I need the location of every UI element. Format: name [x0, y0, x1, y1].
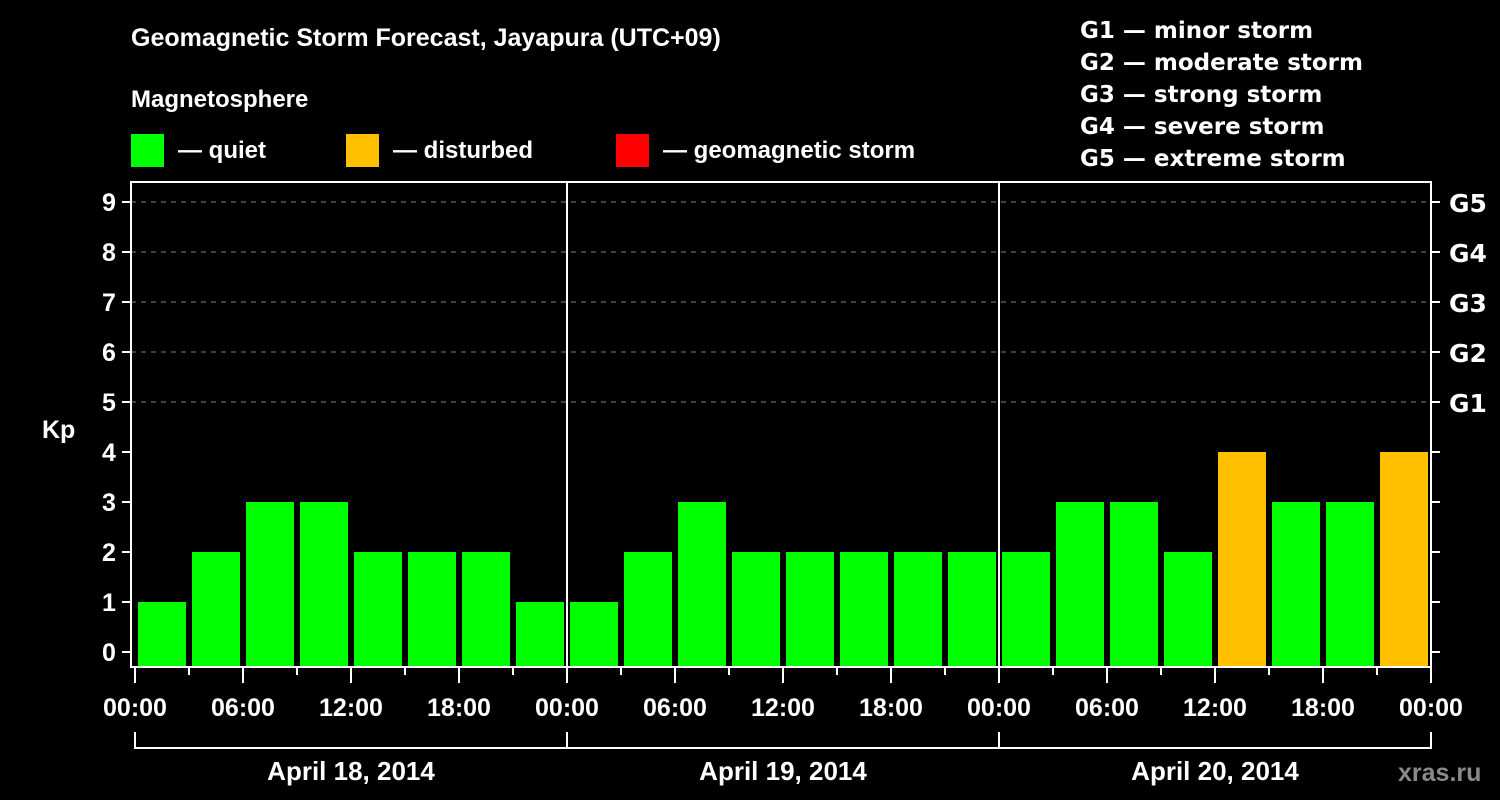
- kp-bar: [570, 602, 618, 666]
- kp-bar: [192, 552, 240, 666]
- kp-bar: [786, 552, 834, 666]
- g-level-label: G4: [1449, 239, 1487, 268]
- gridlines: [131, 201, 1431, 403]
- kp-bar: [948, 552, 996, 666]
- kp-bar: [1218, 452, 1266, 666]
- day-bracket: [566, 732, 1000, 749]
- plot-frame: [130, 181, 1432, 668]
- x-tick-label: 00:00: [967, 694, 1031, 722]
- kp-bar: [354, 552, 402, 666]
- y-tick-label: 7: [102, 289, 116, 317]
- x-tick-label: 00:00: [103, 694, 167, 722]
- kp-bar: [1272, 502, 1320, 666]
- kp-bar: [1110, 502, 1158, 666]
- x-tick-label: 12:00: [319, 694, 383, 722]
- legend-heading: Magnetosphere: [131, 86, 309, 113]
- y-tick-label: 8: [102, 239, 116, 267]
- y-tick-label: 2: [102, 539, 116, 567]
- x-tick-label: 00:00: [1399, 694, 1463, 722]
- y-tick-label: 5: [102, 389, 116, 417]
- g-level-label: G3: [1449, 289, 1487, 318]
- legend-storm-label: — geomagnetic storm: [663, 136, 916, 164]
- kp-bar: [840, 552, 888, 666]
- legend-disturbed: — disturbed: [346, 134, 533, 167]
- day-bracket: [134, 732, 568, 749]
- legend-quiet: — quiet: [131, 134, 266, 167]
- kp-bar: [1164, 552, 1212, 666]
- quiet-swatch: [131, 134, 164, 167]
- y-tick-label: 1: [102, 589, 116, 617]
- x-tick-label: 18:00: [859, 694, 923, 722]
- kp-bar: [462, 552, 510, 666]
- axes: [122, 181, 1440, 749]
- x-tick-label: 18:00: [427, 694, 491, 722]
- g-level-label: G2: [1449, 339, 1487, 368]
- x-tick-label: 06:00: [211, 694, 275, 722]
- date-label: April 20, 2014: [1131, 756, 1299, 786]
- g-scale-item: G3 — strong storm: [1080, 82, 1323, 108]
- y-tick-label: 4: [102, 439, 116, 467]
- g-scale-item: G2 — moderate storm: [1080, 50, 1363, 76]
- x-tick-label: 06:00: [1075, 694, 1139, 722]
- g-scale-item: G1 — minor storm: [1080, 18, 1314, 44]
- legend-disturbed-label: — disturbed: [393, 136, 534, 164]
- kp-bar: [1056, 502, 1104, 666]
- bars: [138, 452, 1428, 666]
- day-bracket: [998, 732, 1432, 749]
- g-scale-item: G4 — severe storm: [1080, 114, 1325, 140]
- x-tick-label: 12:00: [751, 694, 815, 722]
- date-label: April 18, 2014: [267, 756, 435, 786]
- legend-quiet-label: — quiet: [178, 136, 266, 164]
- kp-bar: [138, 602, 186, 666]
- x-tick-label: 18:00: [1291, 694, 1355, 722]
- kp-bar: [1326, 502, 1374, 666]
- y-tick-label: 3: [102, 489, 116, 517]
- y-tick-label: 0: [102, 639, 116, 667]
- kp-bar: [894, 552, 942, 666]
- kp-bar: [678, 502, 726, 666]
- kp-bar: [1002, 552, 1050, 666]
- g-level-label: G1: [1449, 389, 1487, 418]
- kp-bar: [732, 552, 780, 666]
- date-label: April 19, 2014: [699, 756, 867, 786]
- watermark: xras.ru: [1398, 759, 1481, 787]
- y-tick-label: 9: [102, 189, 116, 217]
- x-tick-label: 00:00: [535, 694, 599, 722]
- kp-bar: [516, 602, 564, 666]
- x-tick-label: 06:00: [643, 694, 707, 722]
- kp-bar: [408, 552, 456, 666]
- legend-storm: — geomagnetic storm: [616, 134, 915, 167]
- storm-swatch: [616, 134, 649, 167]
- kp-bar: [246, 502, 294, 666]
- g-level-label: G5: [1449, 189, 1487, 218]
- kp-bar: [624, 552, 672, 666]
- kp-bar: [1380, 452, 1428, 666]
- disturbed-swatch: [346, 134, 379, 167]
- axis-labels: 0 1 2 3 4 5 6 7 8 9 G1 G2 G3 G4 G5 00:00 06:00 12:00 18:00…: [102, 189, 1487, 786]
- kp-bar: [300, 502, 348, 666]
- chart-title: Geomagnetic Storm Forecast, Jayapura (UT…: [131, 24, 721, 52]
- y-axis-label: Kp: [42, 416, 75, 444]
- g-scale-item: G5 — extreme storm: [1080, 146, 1346, 172]
- y-tick-label: 6: [102, 339, 116, 367]
- x-tick-label: 12:00: [1183, 694, 1247, 722]
- g-scale-legend: G1 — minor storm G2 — moderate storm G3 …: [1080, 15, 1363, 175]
